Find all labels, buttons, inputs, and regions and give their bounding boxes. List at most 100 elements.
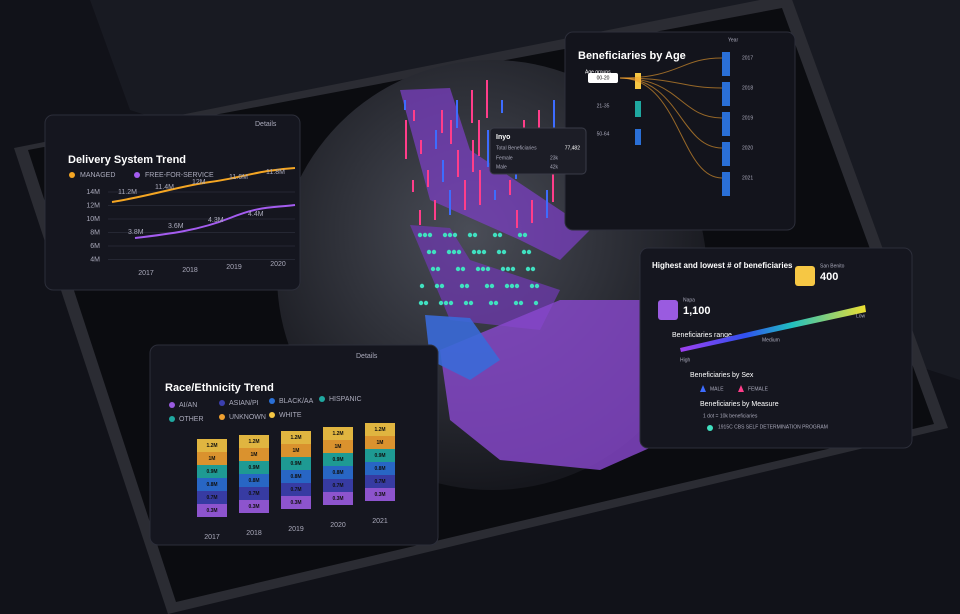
high-badge [658,300,678,320]
legend-swatch [169,402,175,408]
year-bar [722,82,730,106]
stack-segment [197,491,227,504]
segment-label: 1M [293,448,300,454]
dot [485,266,491,272]
details-link[interactable]: Details [255,121,277,128]
dot [534,283,540,289]
x-tick-label: 2017 [204,534,220,541]
tooltip-label: Female [496,155,513,161]
dot [489,283,495,289]
segment-label: 0.7M [290,487,301,493]
sex-marker [700,385,706,392]
y-tick-label: 14M [86,189,100,196]
panel-title: Delivery System Trend [68,154,186,166]
measure-note: 1 dot = 10k beneficiaries [703,413,758,419]
stack-segment [239,500,269,513]
tooltip-value: 42k [550,164,559,170]
stack-segment [323,453,353,466]
legend-label: HISPANIC [329,396,362,403]
legend-label: BLACK/AA [279,398,314,405]
segment-label: 0.8M [374,466,385,472]
stack-segment [323,492,353,505]
flow [619,77,723,149]
dot [431,249,437,255]
legend-label: AI/AN [179,402,197,409]
range-gradient [680,305,866,352]
year-bar [722,52,730,76]
stack-segment [197,465,227,478]
stack-segment [281,496,311,509]
panel-title: Beneficiaries by Age [578,50,686,62]
segment-label: 1M [209,456,216,462]
year-bar [722,142,730,166]
y-tick-label: 10M [86,216,100,223]
county-label: Napa [683,297,695,303]
dot [484,283,490,289]
stack-segment [365,488,395,501]
panel-title: Race/Ethnicity Trend [165,382,274,394]
dot [525,266,531,272]
segment-label: 1.2M [206,443,217,449]
x-tick-label: 2018 [246,530,262,537]
legend-swatch [319,396,325,402]
dot [451,249,457,255]
segment-label: 0.8M [332,470,343,476]
dot [500,266,506,272]
county-value: 400 [820,271,838,283]
dot [434,283,440,289]
dot [471,249,477,255]
dot [467,232,473,238]
segment-label: 1M [335,444,342,450]
sex-marker [738,385,744,392]
stack-segment [239,435,269,448]
dot [443,300,449,306]
legend-swatch [269,412,275,418]
tooltip-label: Total Beneficiaries [496,145,537,151]
segment-label: 1.2M [374,427,385,433]
details-link[interactable]: Details [356,353,378,360]
segment-label: 0.3M [206,508,217,514]
ffs-line [134,204,296,239]
stack-segment [239,448,269,461]
dot [517,232,523,238]
segment-label: 0.9M [332,457,343,463]
stack-segment [365,462,395,475]
legend-swatch [219,400,225,406]
sex-label: MALE [710,386,724,392]
data-label: 11.4M [155,184,174,191]
legend-label: UNKNOWN [229,414,266,421]
dot [468,300,474,306]
dot [418,300,424,306]
segment-label: 1.2M [332,431,343,437]
delivery-panel [44,114,301,291]
section-title: Beneficiaries range [672,332,732,339]
measure-dot [707,425,713,431]
stack-segment [365,436,395,449]
stack-segment [197,439,227,452]
dot [509,283,515,289]
segment-label: 1.2M [290,435,301,441]
dot [417,232,423,238]
legend-swatch [69,172,75,178]
dot [438,300,444,306]
dot [446,249,452,255]
stack-segment [281,483,311,496]
y-tick-label: 12M [86,202,100,209]
age-bar [635,129,641,145]
dot [460,266,466,272]
year-label: 2019 [742,115,753,121]
dot [529,283,535,289]
segment-label: 0.9M [206,469,217,475]
dot [501,249,507,255]
stack-segment [365,475,395,488]
tooltip-value: 23k [550,155,559,161]
dot [492,232,498,238]
dot [422,232,428,238]
stack-segment [239,461,269,474]
year-bar [722,112,730,136]
segment-label: 0.7M [206,495,217,501]
dot [510,266,516,272]
x-tick-label: 2019 [226,264,242,271]
data-label: 4.3M [208,217,224,224]
low-badge [795,266,815,286]
